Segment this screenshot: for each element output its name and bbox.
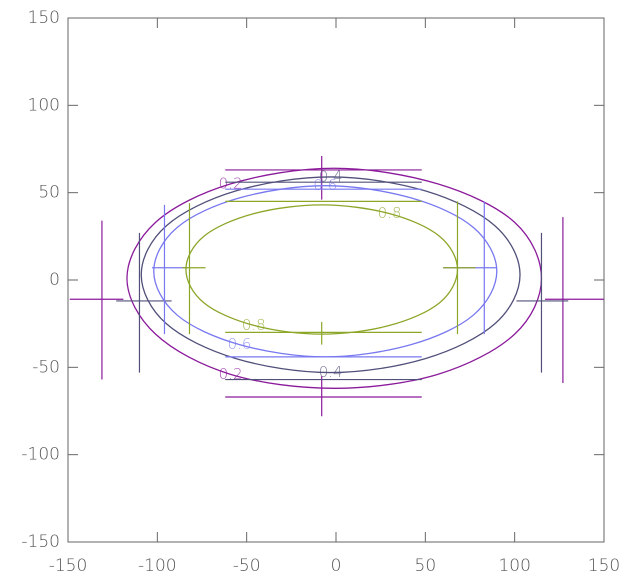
y-tick-label: -100 [21, 445, 60, 465]
x-tick-label: 50 [415, 556, 437, 576]
y-tick-label: 150 [28, 8, 60, 28]
x-tick-label: 100 [498, 556, 530, 576]
contour-label: 0.4 [319, 363, 343, 381]
x-tick-label: 150 [588, 556, 620, 576]
y-tick-label: 100 [28, 95, 60, 115]
contour-label: 0.8 [242, 316, 266, 334]
x-tick-label: 0 [331, 556, 342, 576]
contour-label: 0.4 [319, 167, 343, 185]
contour-line [185, 204, 459, 335]
x-tick-label: -100 [138, 556, 177, 576]
contour-line [126, 167, 543, 389]
x-tick-label: -150 [49, 556, 88, 576]
plot-frame [67, 17, 605, 543]
y-tick-label: 50 [38, 183, 60, 203]
contour-label: 0.2 [219, 174, 243, 192]
y-tick-label: 0 [49, 270, 60, 290]
contour-label: 0.6 [228, 335, 252, 353]
contour-label: 0.6 [313, 176, 337, 194]
contour-line [140, 176, 521, 374]
contour-line [153, 185, 498, 358]
contour-label: 0.8 [378, 204, 402, 222]
x-tick-label: -50 [233, 556, 261, 576]
y-tick-label: -50 [32, 357, 60, 377]
contour-label: 0.2 [219, 365, 243, 383]
y-tick-label: -150 [21, 532, 60, 552]
